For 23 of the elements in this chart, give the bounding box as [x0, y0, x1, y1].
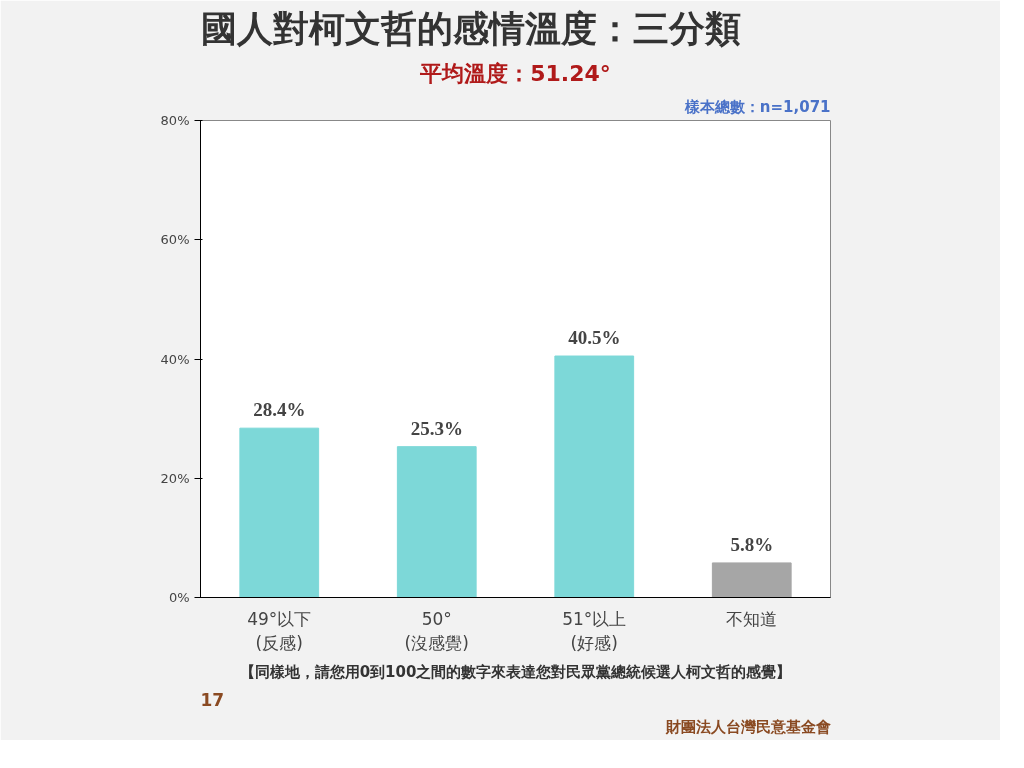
text: 財團法人台灣民意基金會	[664, 717, 831, 736]
y-tick-label: 20%	[160, 470, 190, 486]
chart-title: 國人對柯文哲的感情溫度：三分類	[200, 7, 741, 49]
bar	[711, 562, 792, 598]
bar	[554, 355, 635, 598]
x-tick-label: 不知道	[726, 608, 778, 629]
y-tick-label: 0%	[168, 590, 190, 605]
data-label: 25.3%	[410, 417, 463, 439]
text: 17	[200, 689, 225, 710]
y-tick-label: 40%	[160, 351, 190, 367]
text: 平均溫度：51.24°	[419, 60, 611, 86]
text: 【同樣地，請您用0到100之間的數字來表達您對民眾黨總統候選人柯文哲的感覺】	[239, 662, 792, 681]
x-tick-label: 51°以上 (好感)	[562, 608, 627, 653]
x-tick-label: 49°以下 (反感)	[247, 608, 312, 653]
text: 樣本總數：n=1,071	[683, 97, 831, 116]
data-label: 28.4%	[253, 399, 306, 421]
bar	[239, 427, 320, 598]
y-tick-label: 80%	[160, 113, 190, 128]
data-label: 40.5%	[568, 327, 621, 349]
x-tick-label: 50° (沒感覺)	[404, 608, 469, 653]
data-label: 5.8%	[730, 533, 774, 555]
bar	[396, 446, 477, 598]
y-tick-label: 60%	[160, 232, 190, 248]
